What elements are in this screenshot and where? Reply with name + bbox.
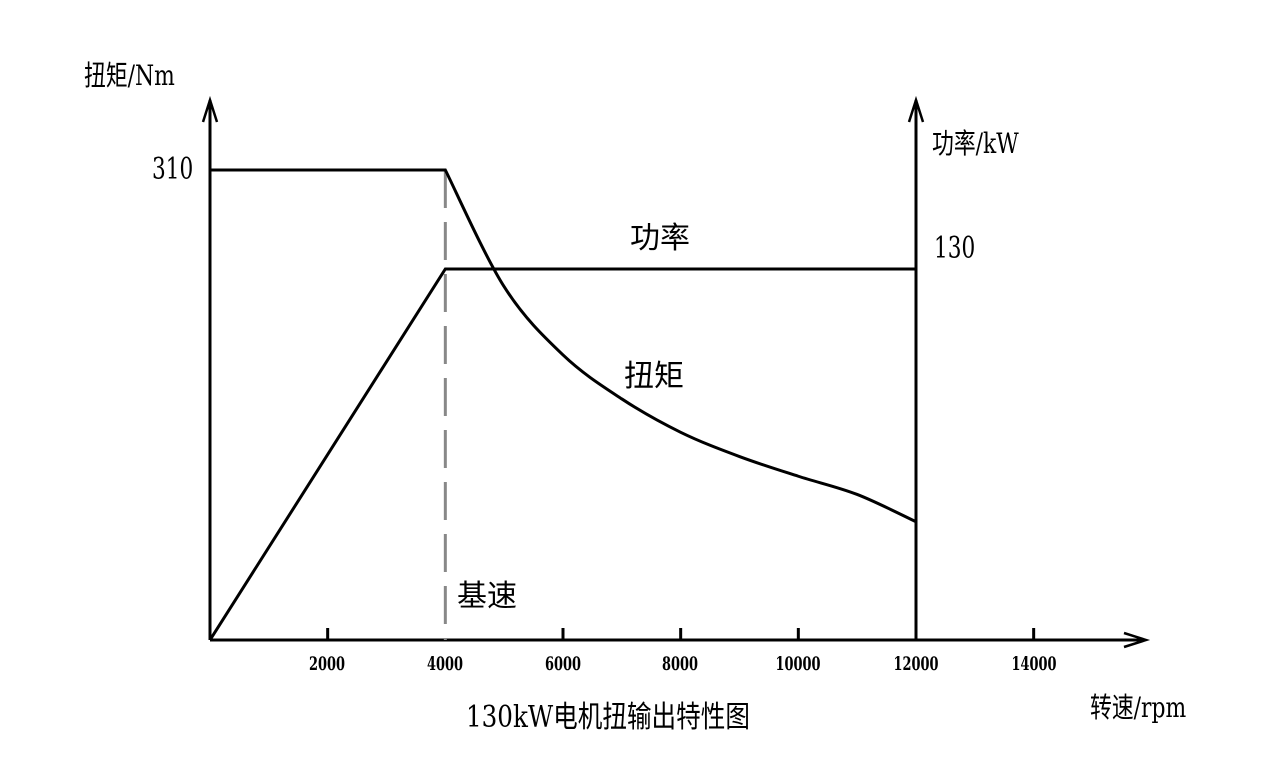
x-tick-label: 12000 bbox=[893, 653, 939, 675]
base-speed-label: 基速 bbox=[457, 579, 517, 614]
power-series-line bbox=[208, 267, 916, 641]
axes bbox=[201, 95, 1151, 649]
x-tick-label: 2000 bbox=[309, 653, 345, 675]
x-tick-label: 6000 bbox=[545, 653, 581, 675]
chart-caption: 130kW电机扭输出特性图 bbox=[466, 700, 750, 735]
x-tick-label: 4000 bbox=[427, 653, 463, 675]
torque-series-line bbox=[210, 168, 917, 524]
y-right-tick-130: 130 bbox=[934, 231, 976, 266]
x-ticks bbox=[326, 628, 1036, 640]
power-series-label: 功率 bbox=[630, 221, 690, 256]
torque-series-label: 扭矩 bbox=[624, 359, 684, 394]
x-axis-arrow-icon bbox=[1123, 631, 1151, 649]
y-right-axis-arrow-icon bbox=[907, 95, 925, 123]
x-tick-label: 10000 bbox=[775, 653, 821, 675]
x-tick-label: 8000 bbox=[662, 653, 698, 675]
x-tick-label: 14000 bbox=[1011, 653, 1057, 675]
y-left-axis-arrow-icon bbox=[201, 95, 219, 123]
x-axis-title: 转速/rpm bbox=[1090, 691, 1187, 724]
y-right-axis-title: 功率/kW bbox=[932, 127, 1019, 160]
y-left-axis-title: 扭矩/Nm bbox=[84, 59, 175, 92]
y-left-tick-310: 310 bbox=[152, 152, 194, 187]
